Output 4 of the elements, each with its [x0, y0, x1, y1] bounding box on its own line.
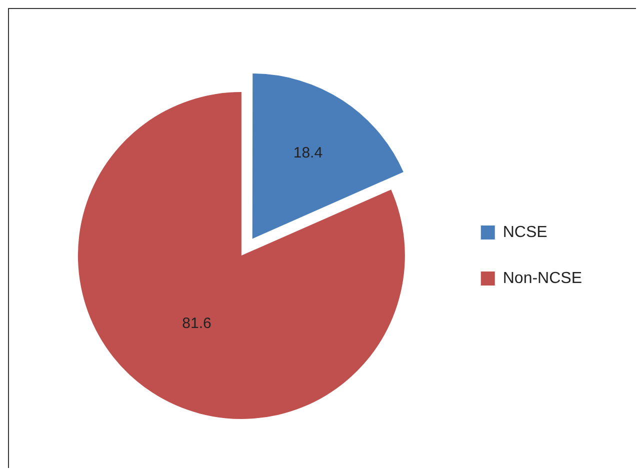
data-label: 18.4 — [293, 144, 323, 162]
legend-label: Non-NCSE — [502, 270, 582, 287]
data-label: 81.6 — [182, 315, 212, 332]
legend-label: NCSE — [502, 224, 548, 241]
